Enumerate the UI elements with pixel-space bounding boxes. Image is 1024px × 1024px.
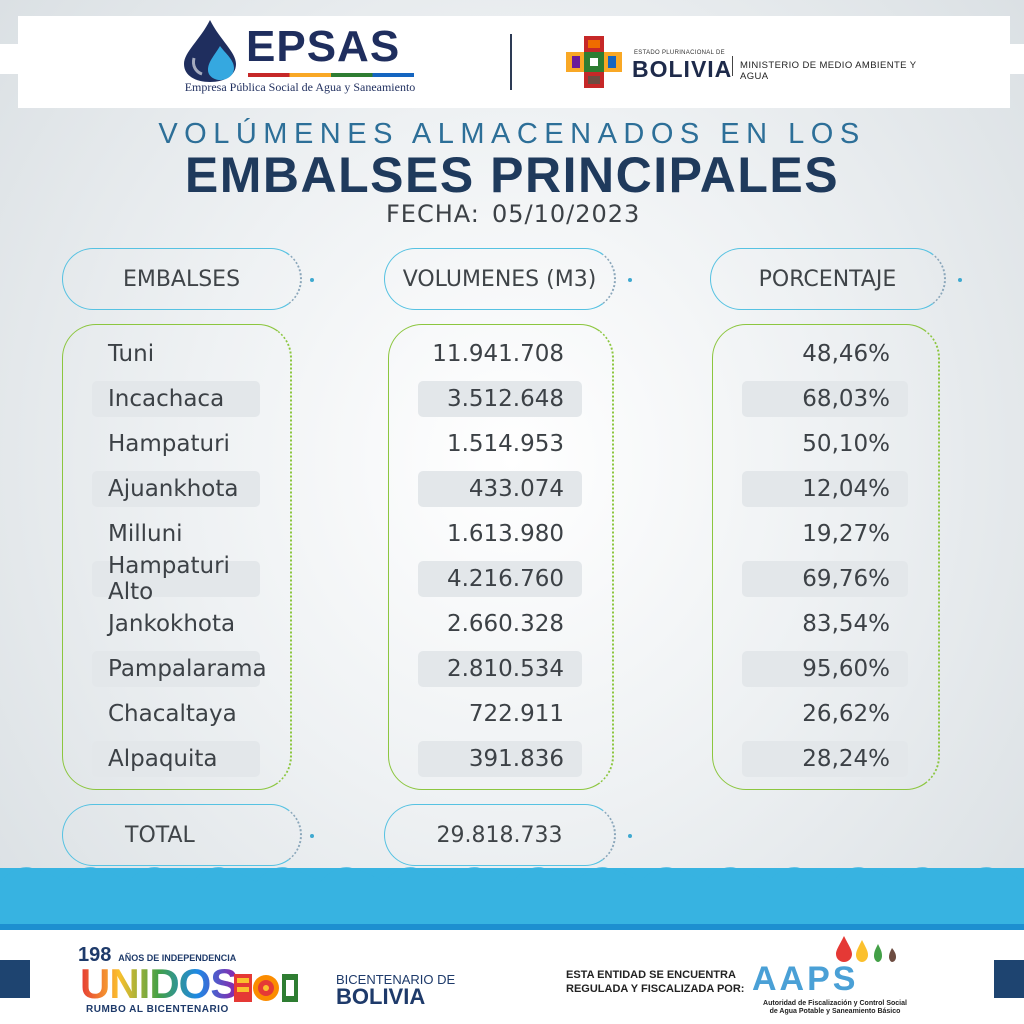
header-pill-volumenes: VOLUMENES (M3) <box>384 248 616 310</box>
row-volume: 391.836 <box>418 741 582 777</box>
row-name: Incachaca <box>92 381 260 417</box>
row-volume: 1.514.953 <box>446 431 564 457</box>
water-drop-icon <box>184 20 236 82</box>
bicentenario-icons <box>234 974 298 1002</box>
row-name: Pampalarama <box>92 651 267 687</box>
ministry-separator <box>732 56 733 76</box>
bicentenario-big: BOLIVIA <box>336 984 426 1009</box>
pill-dot <box>628 834 632 838</box>
aaps-subtitle: Autoridad de Fiscalización y Control Soc… <box>740 1000 930 1016</box>
footer-left-square <box>0 960 30 998</box>
anos-text: AÑOS DE INDEPENDENCIA <box>118 953 237 963</box>
row-name: Tuni <box>108 341 155 367</box>
row-name: Hampaturi <box>108 431 230 457</box>
row-volume: 3.512.648 <box>418 381 582 417</box>
unidos-wordmark: UNIDOS <box>80 960 238 1007</box>
date-value: 05/10/2023 <box>492 200 641 228</box>
epsas-color-stripe <box>248 73 414 77</box>
pill-dot <box>310 834 314 838</box>
regulated-line2: REGULADA Y FISCALIZADA POR: <box>566 983 745 995</box>
wave-crests <box>0 867 1024 902</box>
row-name: Jankokhota <box>108 611 236 637</box>
pill-dot <box>310 278 314 282</box>
epsas-logo: EPSAS Empresa Pública Social de Agua y S… <box>180 16 420 98</box>
row-percent: 68,03% <box>742 381 908 417</box>
porcentaje-box <box>712 324 940 790</box>
footer-right-square <box>994 960 1024 998</box>
bolivia-wordmark: BOLIVIA <box>632 56 733 82</box>
row-percent: 95,60% <box>742 651 908 687</box>
total-volume-pill: 29.818.733 <box>384 804 616 866</box>
bolivia-ministry-logo: ESTADO PLURINACIONAL DE BOLIVIA MINISTER… <box>566 34 926 94</box>
header-divider <box>510 34 512 90</box>
epsas-subtitle: Empresa Pública Social de Agua y Saneami… <box>184 80 416 94</box>
row-name: Milluni <box>108 521 183 547</box>
regulated-text: ESTA ENTIDAD SE ENCUENTRA REGULADA Y FIS… <box>566 968 744 996</box>
row-percent: 19,27% <box>802 521 890 547</box>
anos-number: 198 <box>78 944 112 966</box>
page-title-line1: VOLÚMENES ALMACENADOS EN LOS <box>158 118 866 150</box>
row-volume: 1.613.980 <box>446 521 564 547</box>
aaps-wordmark: AAPS <box>752 960 859 998</box>
row-name: Ajuankhota <box>92 471 260 507</box>
unidos-text: UNIDOS <box>80 960 238 1007</box>
page-title-line2: EMBALSES PRINCIPALES <box>184 147 840 203</box>
row-volume: 2.810.534 <box>418 651 582 687</box>
bicentenario-small: BICENTENARIO DE <box>336 972 456 987</box>
row-name: Alpaquita <box>92 741 260 777</box>
pill-dot <box>628 278 632 282</box>
row-name: Chacaltaya <box>108 701 237 727</box>
row-percent: 12,04% <box>742 471 908 507</box>
header-right-tab <box>1006 44 1024 74</box>
row-name: Hampaturi Alto <box>92 553 260 605</box>
unidos-subtitle: RUMBO AL BICENTENARIO <box>86 1004 229 1015</box>
embalses-box <box>62 324 292 790</box>
header-bar <box>18 16 1010 108</box>
header-pill-porcentaje: PORCENTAJE <box>710 248 946 310</box>
aaps-sub-line2: de Agua Potable y Saneamiento Básico <box>769 1008 901 1015</box>
header-left-tab <box>0 44 18 74</box>
row-volume: 2.660.328 <box>446 611 564 637</box>
aaps-sub-line1: Autoridad de Fiscalización y Control Soc… <box>763 1000 907 1007</box>
row-percent: 48,46% <box>802 341 890 367</box>
row-percent: 83,54% <box>802 611 890 637</box>
date-label: FECHA: <box>386 200 480 228</box>
row-percent: 28,24% <box>742 741 908 777</box>
row-volume: 11.941.708 <box>432 341 564 367</box>
row-percent: 50,10% <box>802 431 890 457</box>
row-volume: 433.074 <box>418 471 582 507</box>
header-pill-embalses: EMBALSES <box>62 248 302 310</box>
anos-label: 198 AÑOS DE INDEPENDENCIA <box>78 944 236 967</box>
row-volume: 4.216.760 <box>418 561 582 597</box>
chakana-mosaic-icon <box>566 36 622 88</box>
row-percent: 69,76% <box>742 561 908 597</box>
aaps-drops-icon <box>836 936 896 962</box>
row-volume: 722.911 <box>468 701 564 727</box>
ministry-name: MINISTERIO DE MEDIO AMBIENTE Y AGUA <box>740 60 917 82</box>
bolivia-state-label: ESTADO PLURINACIONAL DE <box>634 50 725 56</box>
pill-dot <box>958 278 962 282</box>
footer-blue-line <box>0 924 1024 930</box>
total-label-pill: TOTAL <box>62 804 302 866</box>
footer <box>0 930 1024 1024</box>
regulated-line1: ESTA ENTIDAD SE ENCUENTRA <box>566 969 736 981</box>
row-percent: 26,62% <box>802 701 890 727</box>
epsas-wordmark: EPSAS <box>246 22 401 71</box>
volumenes-box <box>388 324 614 790</box>
